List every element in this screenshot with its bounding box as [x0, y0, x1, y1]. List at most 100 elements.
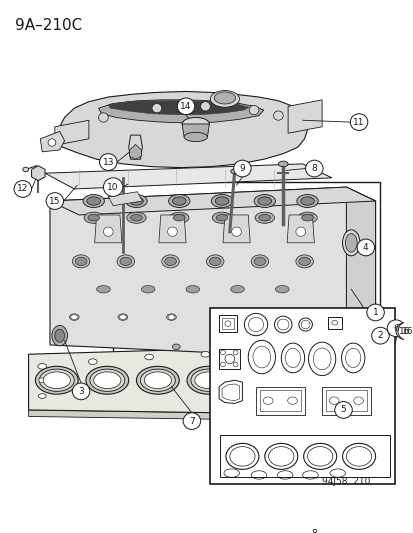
Polygon shape [40, 132, 64, 152]
Ellipse shape [145, 354, 153, 360]
Ellipse shape [168, 195, 190, 207]
Ellipse shape [88, 214, 99, 221]
Polygon shape [95, 215, 121, 243]
Ellipse shape [90, 369, 125, 391]
Ellipse shape [140, 369, 175, 391]
Circle shape [295, 227, 305, 236]
Circle shape [249, 106, 258, 115]
Ellipse shape [263, 314, 273, 320]
Ellipse shape [215, 314, 224, 320]
Ellipse shape [185, 286, 199, 293]
Circle shape [356, 239, 374, 256]
Ellipse shape [278, 161, 287, 167]
Bar [218, 315, 236, 332]
Circle shape [98, 113, 108, 122]
Ellipse shape [93, 372, 121, 389]
Ellipse shape [296, 195, 318, 207]
Text: 8: 8 [311, 164, 316, 173]
Ellipse shape [245, 372, 272, 389]
Ellipse shape [172, 344, 180, 350]
Polygon shape [98, 100, 263, 123]
Polygon shape [113, 182, 380, 391]
Circle shape [334, 401, 351, 418]
Text: 5: 5 [340, 406, 346, 415]
Ellipse shape [254, 257, 265, 265]
Circle shape [366, 304, 383, 321]
Ellipse shape [287, 366, 330, 394]
Text: 11: 11 [352, 118, 364, 127]
Ellipse shape [55, 329, 64, 342]
Polygon shape [129, 144, 141, 159]
Ellipse shape [166, 314, 176, 320]
Ellipse shape [254, 195, 275, 207]
Ellipse shape [307, 352, 316, 358]
Text: 9A–210C: 9A–210C [15, 18, 82, 33]
Polygon shape [28, 345, 370, 415]
Ellipse shape [118, 314, 128, 320]
Circle shape [200, 102, 210, 111]
Ellipse shape [23, 167, 28, 172]
Circle shape [103, 227, 113, 236]
Ellipse shape [374, 326, 382, 336]
Ellipse shape [342, 394, 349, 398]
Circle shape [48, 139, 56, 146]
Ellipse shape [86, 366, 128, 394]
Ellipse shape [119, 315, 126, 319]
Ellipse shape [215, 197, 228, 205]
Polygon shape [55, 92, 307, 167]
Ellipse shape [342, 230, 359, 256]
Ellipse shape [287, 342, 297, 348]
Ellipse shape [206, 255, 223, 268]
Ellipse shape [265, 315, 271, 319]
Text: 3: 3 [78, 387, 84, 396]
Circle shape [177, 98, 195, 115]
Ellipse shape [87, 197, 100, 205]
Text: 7: 7 [189, 417, 194, 425]
Ellipse shape [161, 255, 179, 268]
Text: 16: 16 [401, 327, 413, 336]
Text: 1: 1 [372, 308, 377, 317]
Ellipse shape [164, 257, 176, 265]
Circle shape [349, 114, 367, 131]
Ellipse shape [43, 372, 70, 389]
Circle shape [72, 383, 90, 400]
Ellipse shape [187, 366, 229, 394]
Bar [221, 318, 233, 329]
Circle shape [152, 103, 161, 113]
Ellipse shape [216, 315, 223, 319]
Ellipse shape [190, 369, 225, 391]
Ellipse shape [169, 212, 188, 223]
Circle shape [305, 525, 322, 533]
Ellipse shape [251, 255, 268, 268]
Bar [218, 349, 240, 369]
Polygon shape [182, 124, 209, 137]
Text: 94J58  210: 94J58 210 [321, 477, 370, 486]
Ellipse shape [254, 351, 263, 357]
Circle shape [371, 327, 388, 344]
Ellipse shape [131, 214, 142, 221]
Ellipse shape [300, 197, 313, 205]
Ellipse shape [209, 257, 221, 265]
Ellipse shape [52, 326, 67, 346]
Polygon shape [31, 166, 45, 181]
Circle shape [46, 192, 64, 209]
Text: 12: 12 [17, 184, 28, 193]
Text: 14: 14 [180, 102, 191, 111]
Circle shape [305, 160, 322, 177]
Ellipse shape [136, 366, 179, 394]
Ellipse shape [88, 359, 97, 365]
Ellipse shape [69, 314, 79, 320]
Ellipse shape [258, 214, 270, 221]
Ellipse shape [291, 369, 326, 391]
Circle shape [397, 322, 413, 340]
Ellipse shape [230, 169, 238, 174]
Bar [321, 387, 370, 415]
Ellipse shape [237, 366, 280, 394]
Ellipse shape [39, 369, 74, 391]
Ellipse shape [144, 372, 171, 389]
Circle shape [233, 160, 251, 177]
Ellipse shape [254, 212, 274, 223]
Ellipse shape [129, 197, 143, 205]
Ellipse shape [168, 315, 174, 319]
Circle shape [103, 178, 123, 196]
